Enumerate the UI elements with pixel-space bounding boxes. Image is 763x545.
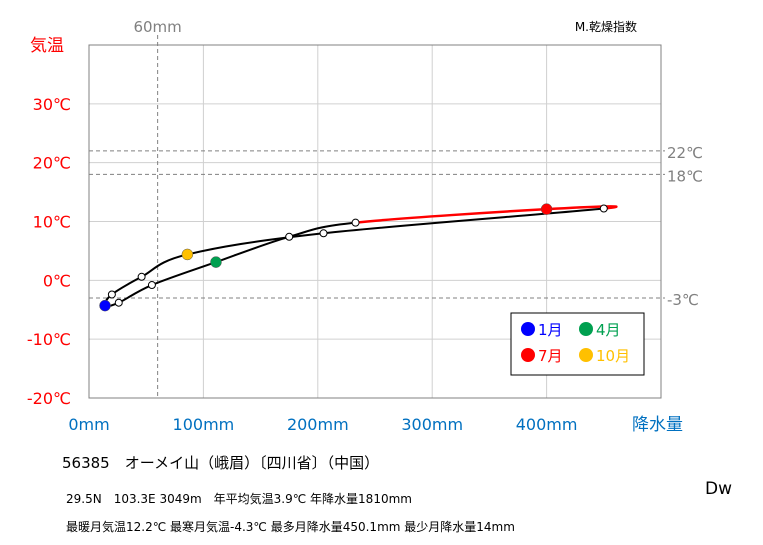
x-axis-label: 降水量 xyxy=(632,415,683,435)
y-tick-label: 20℃ xyxy=(33,154,71,173)
month-point-6 xyxy=(351,218,360,227)
month-point-7 xyxy=(540,203,553,215)
legend-marker xyxy=(579,348,593,362)
month-point-10 xyxy=(181,248,194,261)
month-point-2 xyxy=(114,298,123,307)
x-tick-label: 300mm xyxy=(401,415,463,434)
y-axis-label: 気温 xyxy=(30,36,64,56)
month-point-3 xyxy=(147,281,156,290)
curve-segment xyxy=(187,232,324,256)
legend-label: 7月 xyxy=(538,347,563,365)
station-stats-line1: 29.5N 103.3E 3049m 年平均気温3.9℃ 年降水量1810mm xyxy=(66,492,412,506)
month-point-9 xyxy=(319,229,328,238)
reference-label: 18℃ xyxy=(667,167,703,185)
y-tick-label: 30℃ xyxy=(33,95,71,114)
reference-label: 22℃ xyxy=(667,144,703,162)
station-name: 56385 オーメイ山（峨眉）〔四川省〕（中国） xyxy=(62,454,380,472)
plot-border xyxy=(88,44,662,399)
legend-marker xyxy=(521,322,535,336)
curve-segment xyxy=(355,207,547,224)
x-tick-label: 200mm xyxy=(287,415,349,434)
legend-marker xyxy=(521,348,535,362)
curve-segment xyxy=(323,207,604,235)
legend-marker xyxy=(579,322,593,336)
month-point-12 xyxy=(107,290,116,299)
reference-lines: 22℃ 18℃ -3℃ 60mm xyxy=(89,18,703,398)
curve-segment xyxy=(215,235,290,264)
climograph: 22℃ 18℃ -3℃ 60mm -20℃ -10℃ 0℃ 10℃ 20℃ 30℃ 0mm 100m… xyxy=(27,18,703,435)
month-point-4 xyxy=(210,256,222,268)
y-tick-label: 0℃ xyxy=(43,271,71,290)
legend: 1月 4月 7月 10月 xyxy=(510,312,645,376)
month-point-5 xyxy=(285,232,294,241)
y-tick-label: -20℃ xyxy=(27,389,71,408)
x-tick-label: 100mm xyxy=(173,415,235,434)
y-tick-label: -10℃ xyxy=(27,330,71,349)
reference-label: -3℃ xyxy=(667,291,699,309)
month-point-8 xyxy=(599,204,608,213)
climate-code: Dw xyxy=(705,479,732,499)
curve-segment xyxy=(288,221,356,238)
grid-lines xyxy=(88,45,661,399)
x-tick-label: 0mm xyxy=(68,415,109,434)
chart-subtitle: M.乾燥指数 xyxy=(575,19,637,34)
y-tick-label: 10℃ xyxy=(33,213,71,232)
station-stats-line2: 最暖月気温12.2℃ 最寒月気温-4.3℃ 最多月降水量450.1mm 最少月降… xyxy=(66,520,515,534)
legend-box xyxy=(510,312,645,376)
legend-label: 10月 xyxy=(596,347,630,365)
curve-segment xyxy=(151,261,217,286)
legend-label: 4月 xyxy=(596,321,621,339)
month-point-11 xyxy=(137,272,146,281)
axis-ticks: -20℃ -10℃ 0℃ 10℃ 20℃ 30℃ 0mm 100mm 200mm 300mm 400… xyxy=(27,95,578,434)
reference-label: 60mm xyxy=(133,18,181,36)
month-point-1 xyxy=(99,299,111,312)
climate-curve xyxy=(103,205,618,308)
month-points xyxy=(99,203,608,312)
x-tick-label: 400mm xyxy=(516,415,578,434)
legend-label: 1月 xyxy=(538,321,563,339)
